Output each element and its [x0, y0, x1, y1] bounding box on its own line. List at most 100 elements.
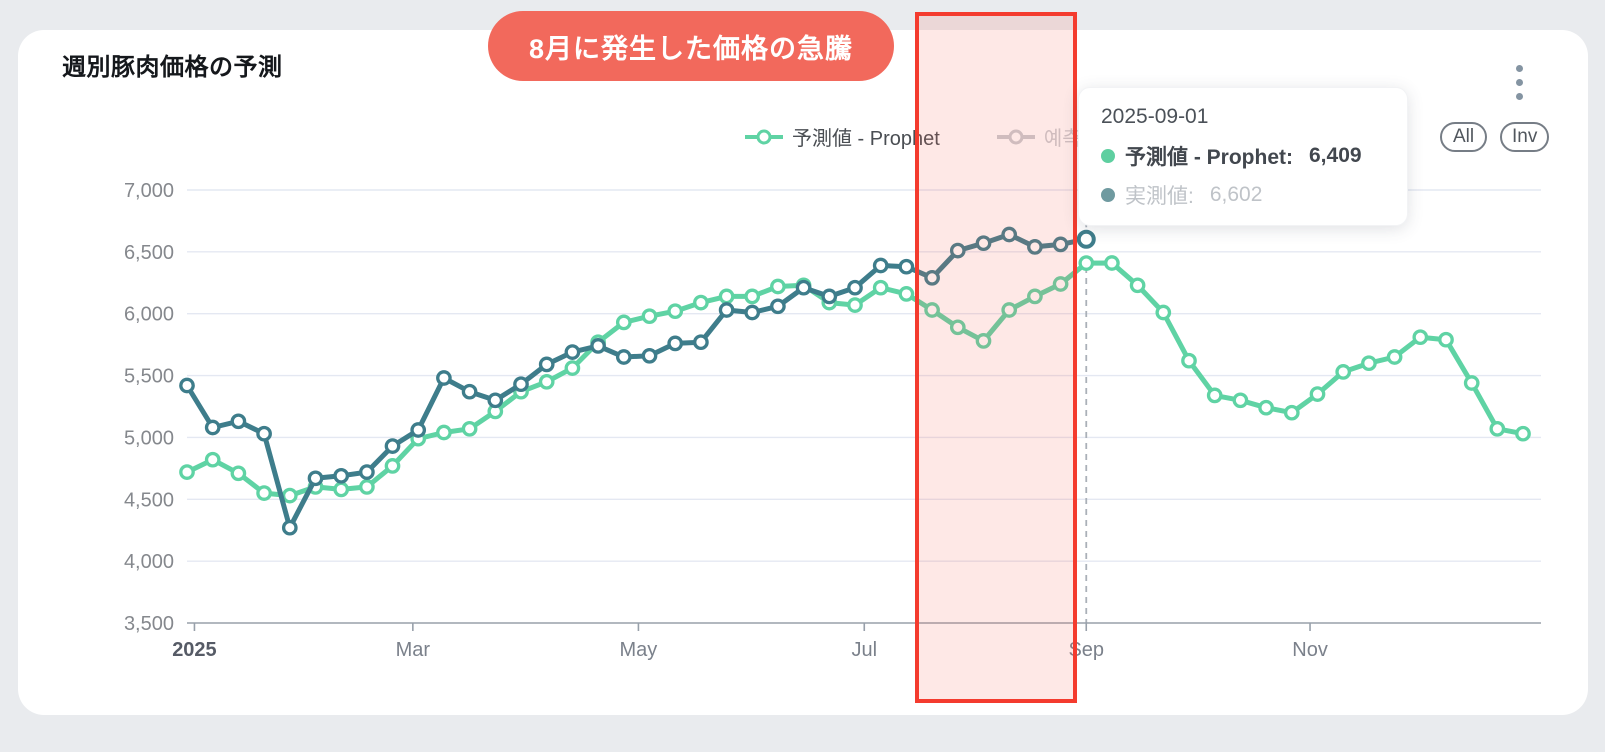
- data-point-prophet[interactable]: [1283, 404, 1300, 421]
- data-point-prophet[interactable]: [615, 314, 632, 331]
- data-point-prophet[interactable]: [204, 451, 221, 468]
- tooltip-date: 2025-09-01: [1101, 105, 1209, 128]
- data-point-actual[interactable]: [872, 257, 889, 274]
- data-point-prophet[interactable]: [924, 302, 940, 318]
- data-point-actual[interactable]: [615, 349, 632, 365]
- data-point-prophet[interactable]: [538, 373, 555, 390]
- data-point-prophet[interactable]: [693, 294, 709, 311]
- data-point-prophet[interactable]: [949, 319, 966, 336]
- data-point-prophet[interactable]: [898, 286, 915, 302]
- data-point-actual[interactable]: [436, 370, 452, 386]
- data-point-actual[interactable]: [179, 377, 195, 394]
- data-point-actual[interactable]: [487, 392, 504, 409]
- tooltip-series-label: 予測値 - Prophet:: [1125, 146, 1293, 169]
- hovered-data-point[interactable]: [1076, 229, 1096, 249]
- data-point-actual[interactable]: [949, 242, 966, 259]
- kebab-dot-icon: [1515, 78, 1523, 86]
- data-point-prophet[interactable]: [1155, 304, 1172, 321]
- data-point-actual[interactable]: [513, 376, 529, 393]
- data-point-prophet[interactable]: [1335, 364, 1352, 380]
- data-point-actual[interactable]: [204, 419, 221, 436]
- data-point-actual[interactable]: [333, 467, 350, 484]
- data-point-actual[interactable]: [718, 302, 735, 318]
- data-point-actual[interactable]: [693, 334, 709, 351]
- data-point-prophet[interactable]: [333, 481, 350, 498]
- data-point-prophet[interactable]: [1438, 331, 1454, 348]
- data-point-actual[interactable]: [256, 425, 272, 442]
- data-point-prophet[interactable]: [1412, 329, 1429, 346]
- data-point-prophet[interactable]: [744, 288, 761, 305]
- series-color-dot: [1101, 149, 1115, 163]
- data-point-actual[interactable]: [821, 288, 838, 305]
- data-point-prophet[interactable]: [1309, 386, 1326, 402]
- data-point-prophet[interactable]: [281, 487, 298, 504]
- data-point-actual[interactable]: [1027, 239, 1043, 255]
- data-point-prophet[interactable]: [179, 464, 195, 480]
- data-point-actual[interactable]: [975, 235, 992, 252]
- data-point-prophet[interactable]: [564, 360, 581, 376]
- data-point-prophet[interactable]: [1181, 352, 1197, 369]
- data-point-actual[interactable]: [744, 304, 761, 321]
- data-point-prophet[interactable]: [1463, 375, 1480, 391]
- data-point-prophet[interactable]: [1027, 288, 1043, 305]
- data-point-prophet[interactable]: [1232, 392, 1249, 409]
- data-point-prophet[interactable]: [1052, 276, 1069, 292]
- data-point-actual[interactable]: [924, 269, 940, 286]
- data-point-prophet[interactable]: [359, 479, 375, 495]
- data-point-prophet[interactable]: [1489, 420, 1506, 437]
- data-point-prophet[interactable]: [1206, 387, 1223, 404]
- data-point-prophet[interactable]: [256, 485, 272, 501]
- data-point-prophet[interactable]: [1104, 255, 1120, 271]
- data-point-prophet[interactable]: [1129, 277, 1146, 294]
- data-point-prophet[interactable]: [975, 333, 992, 349]
- data-point-actual[interactable]: [641, 347, 658, 364]
- legend-item-disabled[interactable]: 예측: [996, 122, 1081, 151]
- x-axis-label: Nov: [1292, 639, 1328, 661]
- data-point-actual[interactable]: [1052, 236, 1069, 253]
- data-point-actual[interactable]: [847, 279, 863, 296]
- data-point-actual[interactable]: [667, 335, 684, 352]
- data-point-prophet[interactable]: [872, 279, 889, 296]
- inverse-button[interactable]: Inv: [1500, 122, 1550, 152]
- all-button[interactable]: All: [1440, 122, 1487, 152]
- kebab-dot-icon: [1515, 64, 1523, 72]
- data-point-prophet[interactable]: [1515, 425, 1531, 442]
- data-point-actual[interactable]: [538, 356, 555, 373]
- tooltip-series-label: 実測値:: [1125, 185, 1194, 208]
- data-point-actual[interactable]: [770, 298, 786, 315]
- data-point-prophet[interactable]: [667, 303, 684, 320]
- data-point-actual[interactable]: [590, 338, 606, 354]
- data-point-prophet[interactable]: [641, 308, 658, 325]
- data-point-actual[interactable]: [1001, 226, 1018, 243]
- data-point-actual[interactable]: [281, 519, 298, 536]
- data-point-actual[interactable]: [564, 344, 581, 360]
- data-point-prophet[interactable]: [847, 297, 863, 313]
- data-point-prophet[interactable]: [461, 420, 478, 437]
- legend-item-prophet[interactable]: 予測値 - Prophet: [744, 122, 940, 151]
- data-point-prophet[interactable]: [1258, 399, 1274, 416]
- data-point-actual[interactable]: [898, 258, 915, 275]
- series-color-dot: [1101, 188, 1115, 202]
- data-point-prophet[interactable]: [384, 458, 401, 474]
- x-axis-label: Sep: [1068, 639, 1104, 661]
- data-point-prophet[interactable]: [1386, 349, 1403, 365]
- data-point-prophet[interactable]: [718, 288, 735, 305]
- y-axis-label: 4,000: [124, 551, 174, 573]
- data-point-prophet[interactable]: [1001, 302, 1018, 318]
- data-point-actual[interactable]: [461, 383, 478, 400]
- data-point-actual[interactable]: [230, 413, 247, 430]
- data-point-actual[interactable]: [307, 470, 324, 487]
- data-point-actual[interactable]: [384, 438, 401, 454]
- data-point-actual[interactable]: [359, 464, 375, 480]
- data-point-prophet[interactable]: [230, 465, 247, 482]
- data-point-actual[interactable]: [795, 279, 812, 296]
- data-point-prophet[interactable]: [1361, 355, 1377, 372]
- kebab-menu-button[interactable]: [1508, 60, 1530, 104]
- data-point-prophet[interactable]: [436, 424, 452, 441]
- x-axis-label: Jul: [851, 639, 877, 661]
- data-point-prophet[interactable]: [770, 278, 786, 295]
- data-point-prophet[interactable]: [1078, 255, 1095, 271]
- data-point-actual[interactable]: [410, 422, 427, 438]
